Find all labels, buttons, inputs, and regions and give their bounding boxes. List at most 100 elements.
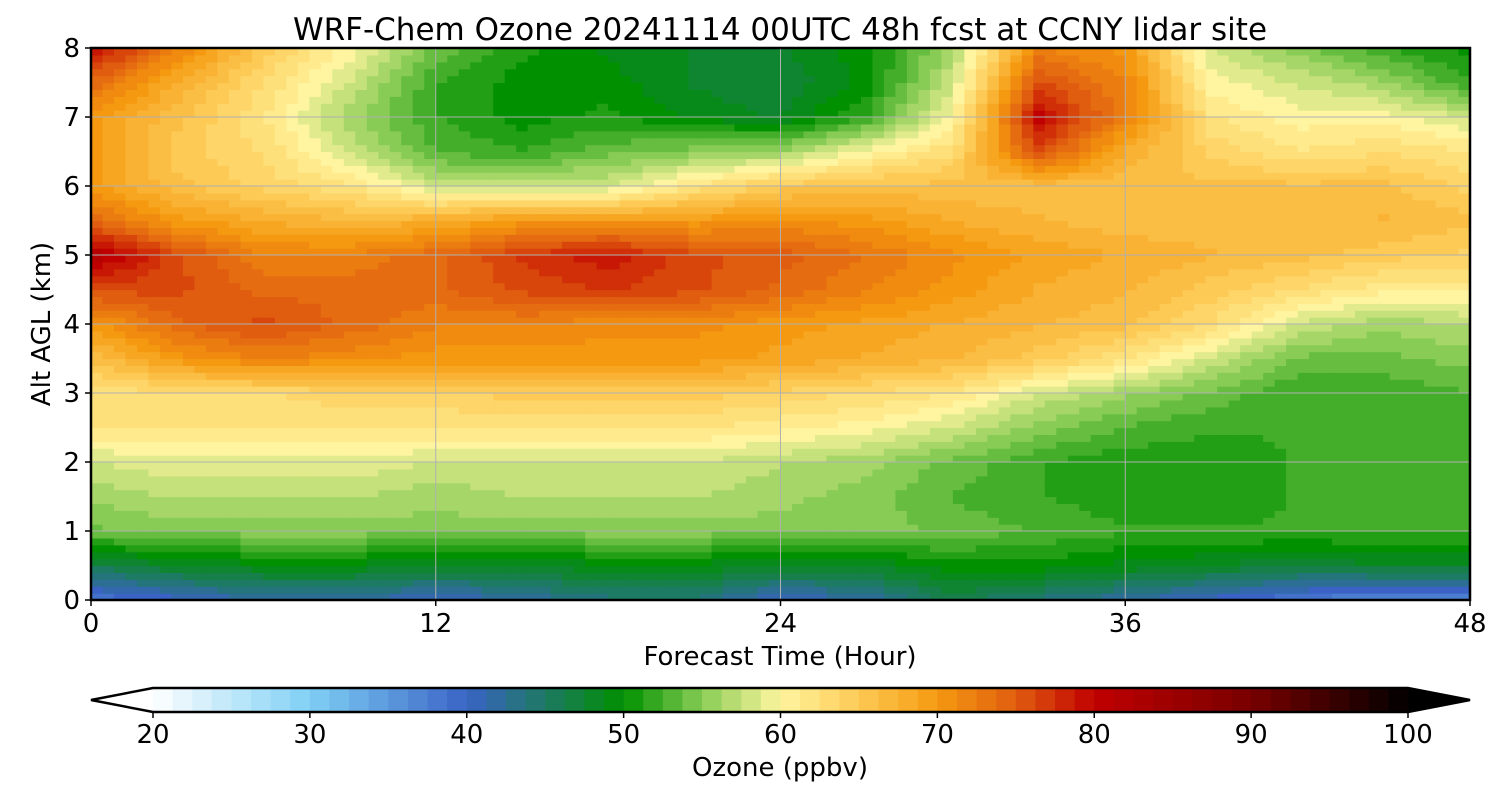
heatmap-cell xyxy=(91,558,104,567)
heatmap-cell xyxy=(171,151,184,159)
heatmap-cell xyxy=(343,482,356,491)
heatmap-cell xyxy=(102,324,115,332)
heatmap-cell xyxy=(527,192,540,201)
heatmap-cell xyxy=(769,579,782,587)
heatmap-cell xyxy=(424,75,437,84)
heatmap-cell xyxy=(297,48,310,56)
heatmap-cell xyxy=(297,489,310,498)
heatmap-cell xyxy=(332,179,345,187)
heatmap-cell xyxy=(458,310,471,318)
heatmap-cell xyxy=(550,399,563,408)
heatmap-cell xyxy=(125,593,138,600)
heatmap-cell xyxy=(585,551,598,560)
heatmap-cell xyxy=(91,565,104,573)
heatmap-cell xyxy=(791,220,805,228)
heatmap-cell xyxy=(194,586,207,594)
heatmap-cell xyxy=(286,206,299,215)
heatmap-cell xyxy=(424,241,437,249)
heatmap-cell xyxy=(723,96,736,104)
heatmap-cell xyxy=(504,531,517,539)
heatmap-cell xyxy=(631,68,644,77)
heatmap-cell xyxy=(435,399,448,408)
heatmap-cell xyxy=(470,482,483,491)
heatmap-cell xyxy=(389,524,402,532)
heatmap-cell xyxy=(205,586,219,594)
heatmap-cell xyxy=(125,310,138,318)
heatmap-cell xyxy=(378,434,391,442)
heatmap-cell xyxy=(113,586,127,594)
heatmap-cell xyxy=(274,96,287,104)
heatmap-cell xyxy=(297,406,310,415)
heatmap-cell xyxy=(746,103,759,111)
heatmap-cell xyxy=(481,399,494,408)
heatmap-cell xyxy=(516,393,529,401)
heatmap-cell xyxy=(320,427,333,435)
heatmap-cell xyxy=(205,393,219,401)
heatmap-cell xyxy=(734,110,747,118)
heatmap-cell xyxy=(608,372,621,380)
heatmap-cell xyxy=(723,496,736,504)
heatmap-cell xyxy=(102,317,115,325)
heatmap-cell xyxy=(274,261,287,270)
heatmap-cell xyxy=(194,448,207,456)
heatmap-cell xyxy=(780,406,793,415)
heatmap-cell xyxy=(677,179,690,187)
heatmap-cell xyxy=(723,337,736,346)
heatmap-cell xyxy=(780,317,793,325)
heatmap-cell xyxy=(182,186,196,194)
heatmap-cell xyxy=(251,586,264,594)
heatmap-cell xyxy=(573,199,586,208)
heatmap-cell xyxy=(182,337,196,346)
heatmap-cell xyxy=(562,393,575,401)
heatmap-cell xyxy=(585,296,598,304)
heatmap-cell xyxy=(711,241,724,249)
heatmap-cell xyxy=(769,324,782,332)
heatmap-cell xyxy=(711,324,724,332)
heatmap-cell xyxy=(734,551,747,560)
heatmap-cell xyxy=(91,151,104,159)
heatmap-cell xyxy=(424,82,437,90)
heatmap-cell xyxy=(780,48,793,56)
heatmap-cell xyxy=(631,268,644,277)
heatmap-cell xyxy=(171,351,184,360)
heatmap-cell xyxy=(734,330,747,339)
heatmap-cell xyxy=(355,572,368,580)
heatmap-cell xyxy=(585,372,598,380)
heatmap-cell xyxy=(780,517,793,525)
heatmap-cell xyxy=(665,268,678,277)
heatmap-cell xyxy=(608,524,621,532)
heatmap-cell xyxy=(251,123,264,132)
heatmap-cell xyxy=(493,82,506,90)
heatmap-cell xyxy=(688,406,701,415)
heatmap-cell xyxy=(102,489,115,498)
heatmap-cell xyxy=(228,82,241,90)
heatmap-cell xyxy=(757,496,770,504)
heatmap-cell xyxy=(424,289,437,297)
heatmap-cell xyxy=(791,462,805,470)
heatmap-cell xyxy=(780,248,793,256)
heatmap-cell xyxy=(757,330,770,339)
heatmap-cell xyxy=(470,165,483,173)
heatmap-cell xyxy=(573,303,586,311)
heatmap-cell xyxy=(562,531,575,539)
heatmap-cell xyxy=(527,517,540,525)
heatmap-cell xyxy=(791,289,805,297)
heatmap-cell xyxy=(171,82,184,90)
heatmap-cell xyxy=(412,151,425,159)
heatmap-cell xyxy=(734,489,747,498)
heatmap-cell xyxy=(286,330,299,339)
heatmap-cell xyxy=(435,151,448,159)
heatmap-cell xyxy=(389,330,402,339)
heatmap-cell xyxy=(746,61,759,70)
heatmap-cell xyxy=(757,289,770,297)
heatmap-cell xyxy=(136,586,150,594)
heatmap-cell xyxy=(608,324,621,332)
heatmap-cell xyxy=(401,496,414,504)
heatmap-cell xyxy=(263,172,276,180)
heatmap-cell xyxy=(596,82,609,90)
heatmap-cell xyxy=(631,434,644,442)
heatmap-cell xyxy=(791,510,805,518)
heatmap-cell xyxy=(573,61,586,70)
heatmap-cell xyxy=(481,48,494,56)
heatmap-cell xyxy=(769,96,782,104)
